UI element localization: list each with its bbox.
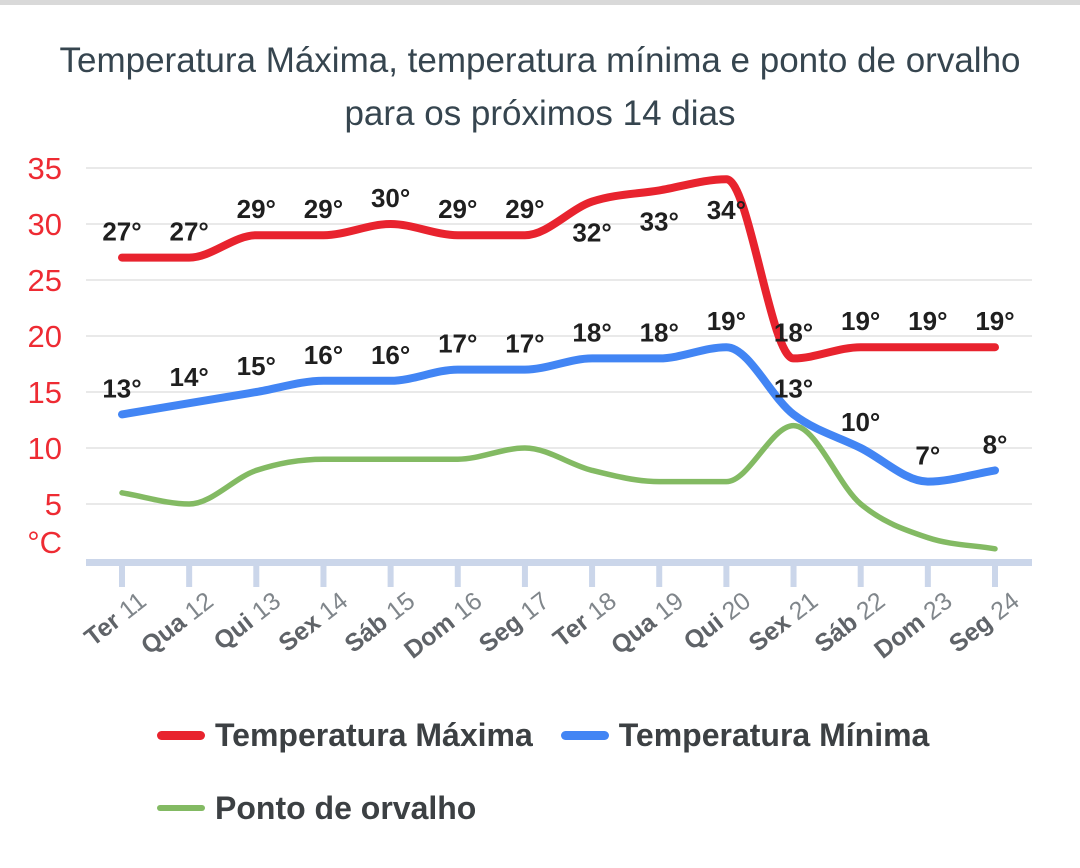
point-label: 19° <box>908 306 947 336</box>
x-axis <box>86 559 1032 587</box>
chart-title-line-2: para os próximos 14 dias <box>344 94 736 133</box>
x-axis-label: Sex 14 <box>273 587 353 658</box>
point-label: 19° <box>841 306 880 336</box>
x-axis-label: Seg 17 <box>474 587 555 659</box>
point-label: 19° <box>975 306 1014 336</box>
chart-title: Temperatura Máxima, temperatura mínima e… <box>0 34 1080 140</box>
point-label: 34° <box>707 195 746 225</box>
series-dew-point-line <box>119 422 998 552</box>
top-bar <box>0 0 1080 5</box>
point-label: 32° <box>572 218 611 248</box>
x-axis-label: Qui 13 <box>209 587 286 656</box>
point-label: 18° <box>572 317 611 347</box>
temperature-chart: 35 30 25 20 15 10 5 °C Ter 11 Qua 12 Qui 13 Sex 14 S… <box>27 151 1032 665</box>
series-min-temp-line <box>118 343 999 486</box>
svg-text:15: 15 <box>28 375 62 410</box>
series-max-temp-line <box>118 175 999 363</box>
point-label: 16° <box>371 340 410 370</box>
point-label: 29° <box>304 194 343 224</box>
point-label: 18° <box>774 317 813 347</box>
x-axis-label: Dom 16 <box>399 587 487 665</box>
point-label: 27° <box>169 217 208 247</box>
legend-swatch-min-temp <box>560 730 609 740</box>
point-label: 30° <box>371 183 410 213</box>
point-label: 18° <box>640 317 679 347</box>
svg-text:20: 20 <box>28 319 62 354</box>
legend-item-max-temp: Temperatura Máxima <box>157 717 533 754</box>
legend: Temperatura Máxima Temperatura Mínima Po… <box>157 714 1057 829</box>
point-label: 29° <box>505 194 544 224</box>
legend-swatch-dew-point <box>157 805 205 811</box>
svg-text:25: 25 <box>28 263 62 298</box>
y-axis-labels: 35 30 25 20 15 10 5°C <box>27 151 62 560</box>
point-labels: 27° 27° 29° 29° 30° 29° 29° 32° 33° 34° 18° 19° 19° 1… <box>102 183 1014 471</box>
legend-item-min-temp: Temperatura Mínima <box>560 716 930 754</box>
point-label: 29° <box>237 194 276 224</box>
legend-item-dew-point: Ponto de orvalho <box>157 790 476 827</box>
point-label: 13° <box>774 373 813 403</box>
point-label: 16° <box>304 340 343 370</box>
chart-title-line-1: Temperatura Máxima, temperatura mínima e… <box>59 41 1021 80</box>
x-axis-label: Seg 24 <box>944 587 1025 659</box>
point-label: 10° <box>841 407 880 437</box>
legend-row-2: Ponto de orvalho <box>157 787 1057 829</box>
point-label: 17° <box>438 329 477 359</box>
point-label: 7° <box>915 441 940 471</box>
svg-text:5: 5 <box>45 487 62 522</box>
legend-label-dew-point: Ponto de orvalho <box>215 789 477 826</box>
x-axis-label: Qua 19 <box>606 587 689 660</box>
legend-row-1: Temperatura Máxima Temperatura Mínima <box>157 714 1057 756</box>
point-label: 27° <box>102 217 141 247</box>
x-axis-label: Dom 23 <box>869 587 957 665</box>
x-axis-label: Qua 12 <box>136 587 219 660</box>
svg-text:10: 10 <box>28 431 62 466</box>
point-label: 19° <box>707 306 746 336</box>
point-label: 15° <box>237 351 276 381</box>
point-label: 17° <box>505 329 544 359</box>
legend-label-max-temp: Temperatura Máxima <box>215 716 533 753</box>
point-label: 14° <box>169 362 208 392</box>
x-axis-label: Sex 21 <box>744 587 824 658</box>
point-label: 8° <box>983 429 1008 459</box>
point-label: 13° <box>102 373 141 403</box>
legend-swatch-max-temp <box>157 730 205 740</box>
svg-text:30: 30 <box>28 207 62 242</box>
svg-text:35: 35 <box>28 151 62 186</box>
point-label: 29° <box>438 194 477 224</box>
y-axis-unit: °C <box>27 525 62 560</box>
x-axis-label: Qui 20 <box>679 587 756 656</box>
legend-label-min-temp: Temperatura Mínima <box>618 716 930 753</box>
point-label: 33° <box>640 206 679 236</box>
